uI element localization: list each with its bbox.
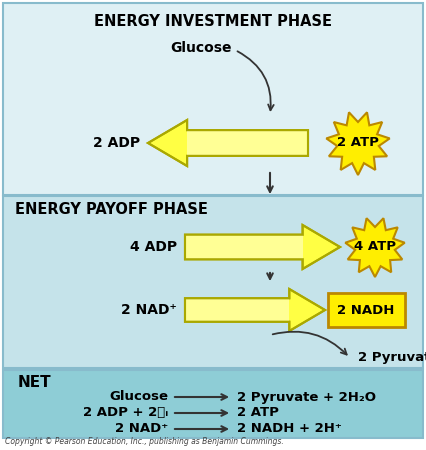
Polygon shape <box>185 235 302 259</box>
Text: ENERGY PAYOFF PHASE: ENERGY PAYOFF PHASE <box>15 202 208 217</box>
Text: 2 ATP: 2 ATP <box>337 136 379 149</box>
Polygon shape <box>185 225 340 269</box>
FancyBboxPatch shape <box>3 370 423 438</box>
Polygon shape <box>185 298 289 322</box>
Text: 2 ADP: 2 ADP <box>93 136 140 150</box>
Text: Glucose: Glucose <box>109 391 168 404</box>
Text: 2 NAD⁺: 2 NAD⁺ <box>121 303 177 317</box>
Polygon shape <box>326 112 390 175</box>
Text: 2 ADP + 2Ⓟᵢ: 2 ADP + 2Ⓟᵢ <box>83 406 168 419</box>
Text: 2 ATP: 2 ATP <box>237 406 279 419</box>
Text: NET: NET <box>18 375 52 390</box>
Polygon shape <box>187 130 308 156</box>
Text: 2 Pyruvate + 2H₂O: 2 Pyruvate + 2H₂O <box>237 391 376 404</box>
Text: ENERGY INVESTMENT PHASE: ENERGY INVESTMENT PHASE <box>94 14 332 29</box>
FancyBboxPatch shape <box>3 196 423 368</box>
Text: 4 ATP: 4 ATP <box>354 240 396 253</box>
Text: 2 Pyruvate: 2 Pyruvate <box>358 351 426 364</box>
Polygon shape <box>148 120 308 166</box>
Text: 2 NAD⁺: 2 NAD⁺ <box>115 423 168 436</box>
Text: Copyright © Pearson Education, Inc., publishing as Benjamin Cummings.: Copyright © Pearson Education, Inc., pub… <box>5 437 284 446</box>
Text: 2 NADH: 2 NADH <box>337 303 394 316</box>
Polygon shape <box>185 289 325 331</box>
Polygon shape <box>345 218 405 277</box>
Text: 2 NADH + 2H⁺: 2 NADH + 2H⁺ <box>237 423 342 436</box>
FancyBboxPatch shape <box>328 293 405 327</box>
FancyBboxPatch shape <box>3 3 423 195</box>
Text: Glucose: Glucose <box>170 41 231 55</box>
Text: 4 ADP: 4 ADP <box>130 240 177 254</box>
